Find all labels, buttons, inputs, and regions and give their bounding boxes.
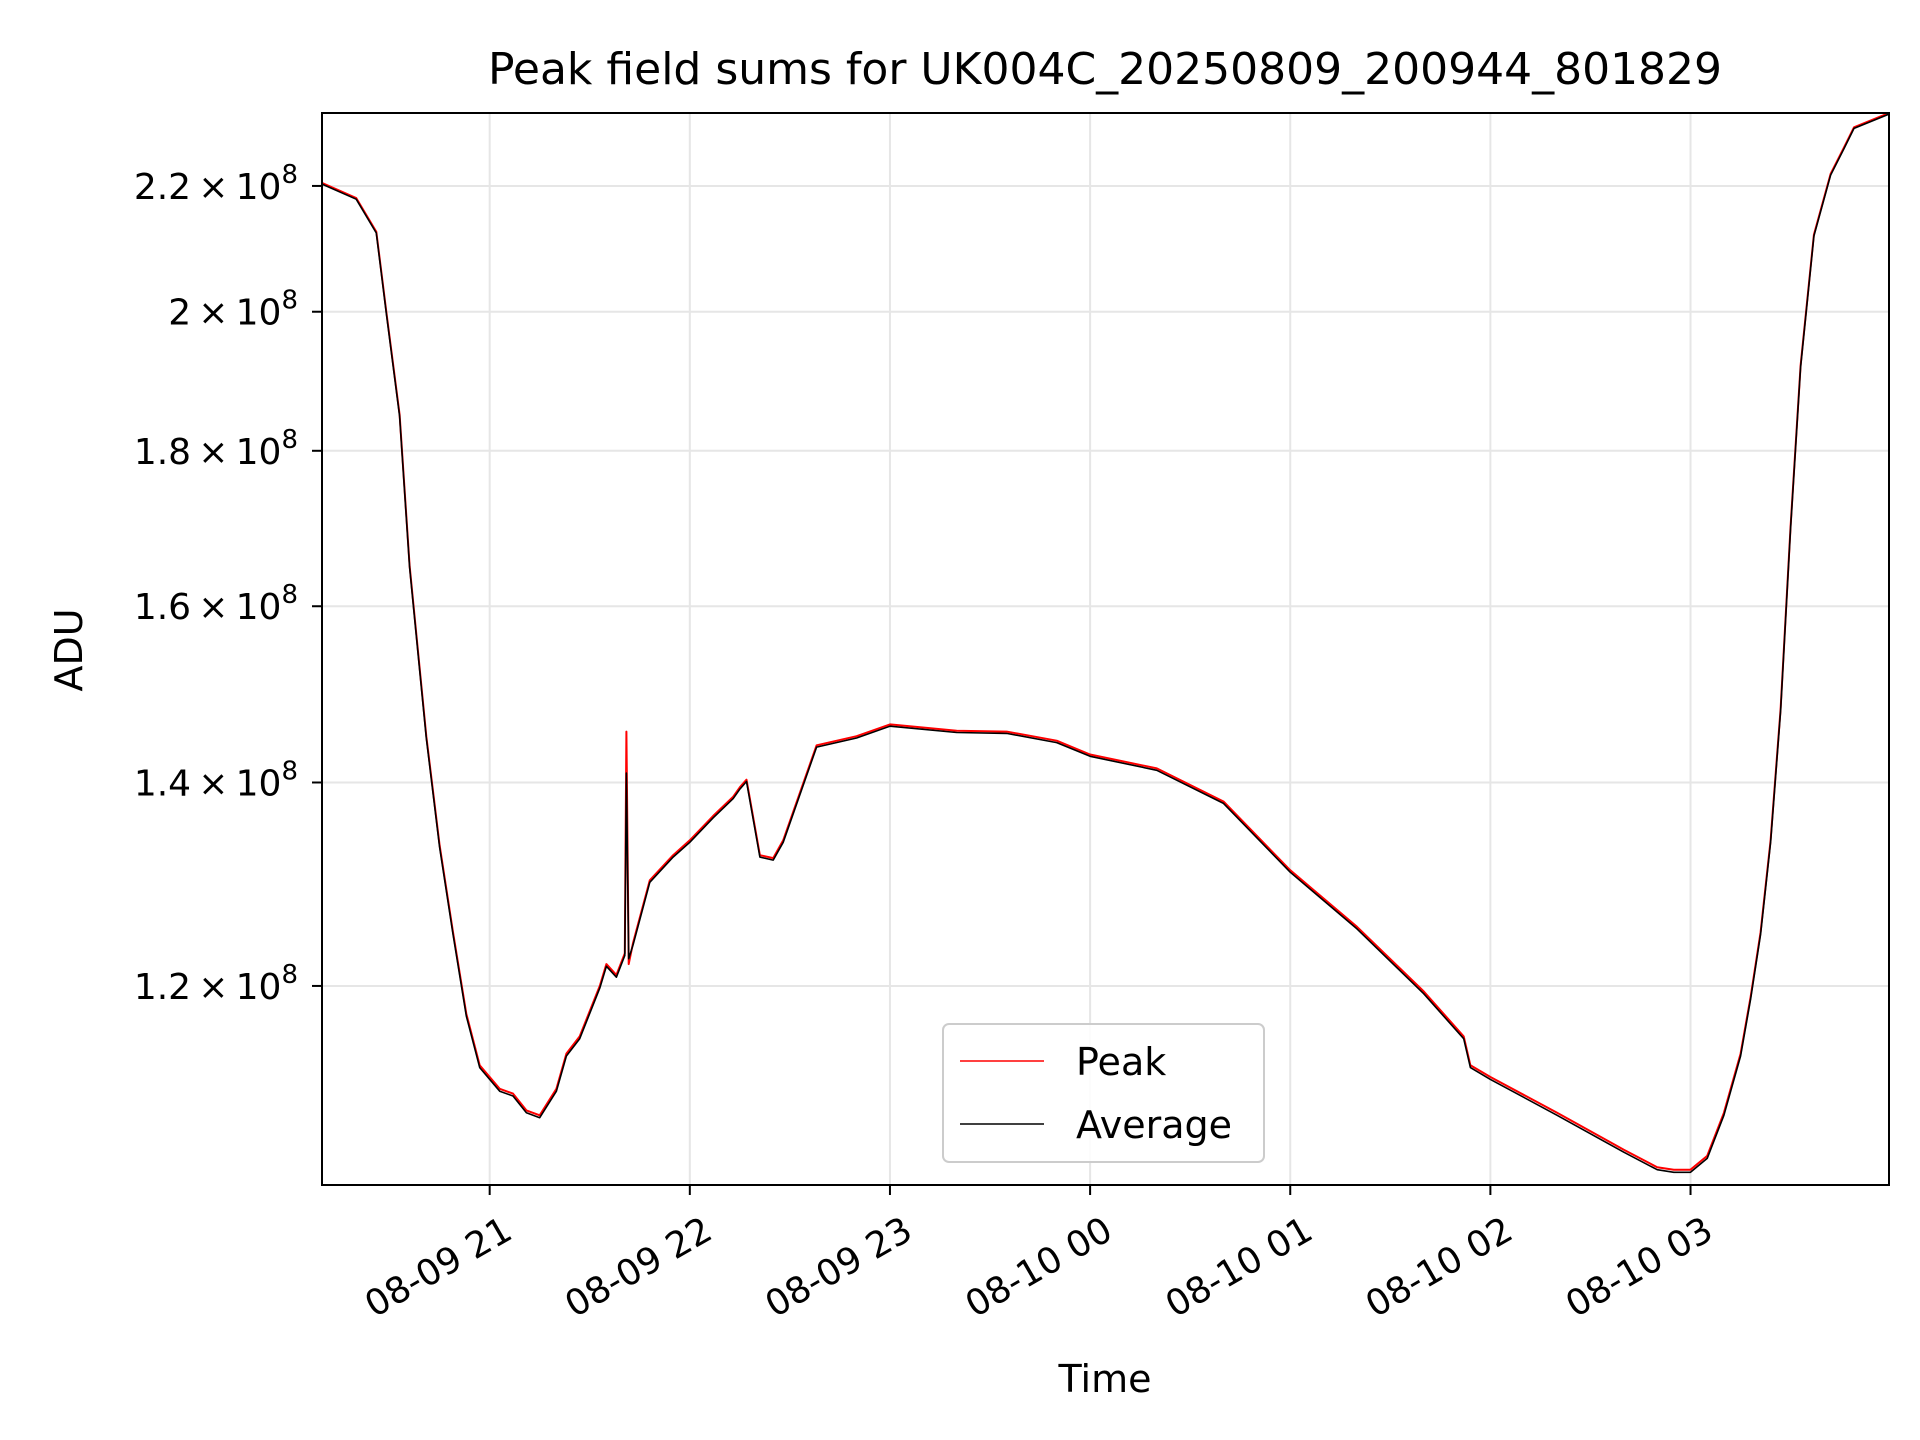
y-tick-exponent: 8 (281, 160, 298, 190)
y-tick-mantissa: 1.8 (134, 432, 191, 473)
y-tick-mantissa: 1.6 (134, 587, 191, 628)
legend-label-peak: Peak (1076, 1040, 1166, 1084)
y-tick-label: 1.2 × 108 (134, 960, 298, 1008)
y-tick-mantissa: 2 (168, 293, 191, 334)
y-tick-mantissa: 2.2 (134, 167, 191, 208)
y-tick-exponent: 8 (281, 960, 298, 990)
y-tick-times-sign: × 10 (191, 293, 281, 334)
y-tick-times-sign: × 10 (191, 763, 281, 804)
grid (322, 113, 1889, 1185)
x-axis-label: Time (1058, 1357, 1152, 1401)
y-tick-times-sign: × 10 (191, 432, 281, 473)
y-tick-mantissa: 1.4 (134, 763, 191, 804)
chart-title: Peak field sums for UK004C_20250809_2009… (488, 44, 1722, 95)
series-layer (322, 113, 1889, 1174)
y-tick-label: 1.4 × 108 (134, 756, 298, 804)
y-tick-exponent: 8 (281, 580, 298, 610)
legend-label-average: Average (1076, 1103, 1232, 1147)
y-tick-label: 1.8 × 108 (134, 425, 298, 473)
legend: Peak Average (942, 1023, 1265, 1163)
series-line-average (322, 113, 1889, 1174)
plot-frame (321, 112, 1890, 1186)
y-tick-times-sign: × 10 (191, 167, 281, 208)
y-tick-times-sign: × 10 (191, 587, 281, 628)
legend-box (942, 1023, 1265, 1163)
y-tick-label: 2 × 108 (168, 286, 298, 334)
y-tick-exponent: 8 (281, 425, 298, 455)
y-tick-exponent: 8 (281, 756, 298, 786)
y-tick-label: 1.6 × 108 (134, 580, 298, 628)
y-tick-times-sign: × 10 (191, 967, 281, 1008)
y-tick-exponent: 8 (281, 286, 298, 316)
y-axis-label: ADU (47, 608, 91, 691)
y-tick-mantissa: 1.2 (134, 967, 191, 1008)
y-tick-label: 2.2 × 108 (134, 160, 298, 208)
